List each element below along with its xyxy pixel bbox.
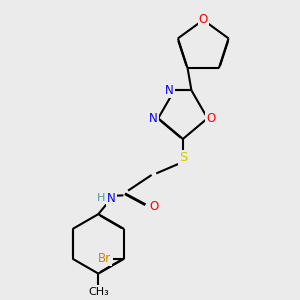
Text: Br: Br [98,252,111,265]
Text: H: H [97,194,106,203]
Text: N: N [149,112,158,125]
Text: S: S [179,151,187,164]
Text: O: O [206,112,215,125]
Text: O: O [199,14,208,26]
Text: N: N [165,84,174,97]
Text: O: O [149,200,159,213]
Text: CH₃: CH₃ [88,287,109,297]
Text: N: N [107,192,116,205]
